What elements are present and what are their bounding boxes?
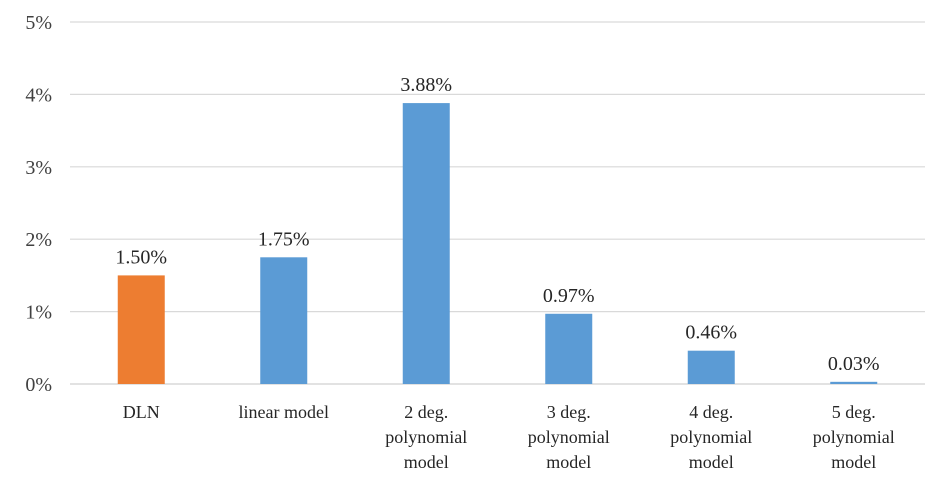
- bar: [687, 350, 735, 384]
- y-axis-tick-labels: 0% 1% 2% 3% 4% 5%: [25, 12, 52, 396]
- data-label: 0.97%: [543, 285, 595, 307]
- bar: [545, 313, 593, 384]
- category-label: 4 deg. polynomial model: [670, 402, 752, 472]
- bar: [402, 103, 450, 384]
- category-label: linear model: [239, 402, 329, 422]
- category-label: 2 deg. polynomial model: [385, 402, 467, 472]
- y-tick-label: 3%: [25, 157, 52, 179]
- category-label: 5 deg. polynomial model: [813, 402, 895, 472]
- category-label: 3 deg. polynomial model: [528, 402, 610, 472]
- y-tick-label: 0%: [25, 374, 52, 396]
- category-label: DLN: [123, 402, 160, 422]
- grid-lines: [70, 21, 925, 385]
- y-tick-label: 1%: [25, 302, 52, 324]
- data-label: 0.03%: [828, 353, 880, 375]
- y-tick-label: 2%: [25, 229, 52, 251]
- bars: [117, 103, 878, 384]
- bar: [830, 381, 878, 384]
- data-label: 3.88%: [400, 74, 452, 96]
- bar: [117, 275, 165, 384]
- x-axis-category-labels: DLN linear model 2 deg. polynomial model 3 de…: [123, 402, 895, 472]
- data-label: 1.75%: [258, 228, 310, 250]
- y-tick-label: 5%: [25, 12, 52, 34]
- data-labels: 1.50% 1.75% 3.88% 0.97% 0.46% 0.03%: [115, 74, 879, 375]
- data-label: 1.50%: [115, 246, 167, 268]
- y-tick-label: 4%: [25, 84, 52, 106]
- data-label: 0.46%: [685, 322, 737, 344]
- bar: [260, 257, 308, 384]
